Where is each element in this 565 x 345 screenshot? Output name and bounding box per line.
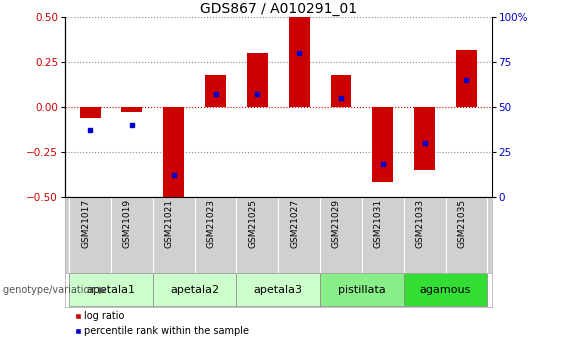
Legend: log ratio, percentile rank within the sample: log ratio, percentile rank within the sa… [70, 307, 253, 340]
Text: GSM21021: GSM21021 [165, 199, 173, 248]
Text: GSM21033: GSM21033 [416, 199, 425, 248]
Bar [247, 53, 268, 107]
Text: pistillata: pistillata [338, 285, 386, 295]
Text: apetala3: apetala3 [254, 285, 303, 295]
Text: apetala1: apetala1 [86, 285, 136, 295]
Text: GSM21017: GSM21017 [81, 199, 90, 248]
Text: GSM21035: GSM21035 [458, 199, 467, 248]
Bar [69, 273, 153, 306]
Bar [80, 107, 101, 118]
Title: GDS867 / A010291_01: GDS867 / A010291_01 [199, 2, 357, 16]
Text: GSM21029: GSM21029 [332, 199, 341, 248]
Text: GSM21031: GSM21031 [374, 199, 383, 248]
Bar [456, 50, 477, 107]
Bar [404, 273, 488, 306]
Text: GSM21019: GSM21019 [123, 199, 132, 248]
Bar [289, 17, 310, 107]
Bar [153, 273, 236, 306]
Bar [331, 75, 351, 107]
Bar [414, 107, 435, 170]
Text: GSM21025: GSM21025 [249, 199, 257, 248]
Bar [121, 107, 142, 112]
Text: genotype/variation ▶: genotype/variation ▶ [3, 285, 106, 295]
Text: GSM21027: GSM21027 [290, 199, 299, 248]
Bar [236, 273, 320, 306]
Bar [205, 75, 226, 107]
Bar [372, 107, 393, 182]
Text: GSM21023: GSM21023 [207, 199, 215, 248]
Text: agamous: agamous [420, 285, 471, 295]
Bar [163, 107, 184, 197]
Text: apetala2: apetala2 [170, 285, 219, 295]
Bar [320, 273, 404, 306]
